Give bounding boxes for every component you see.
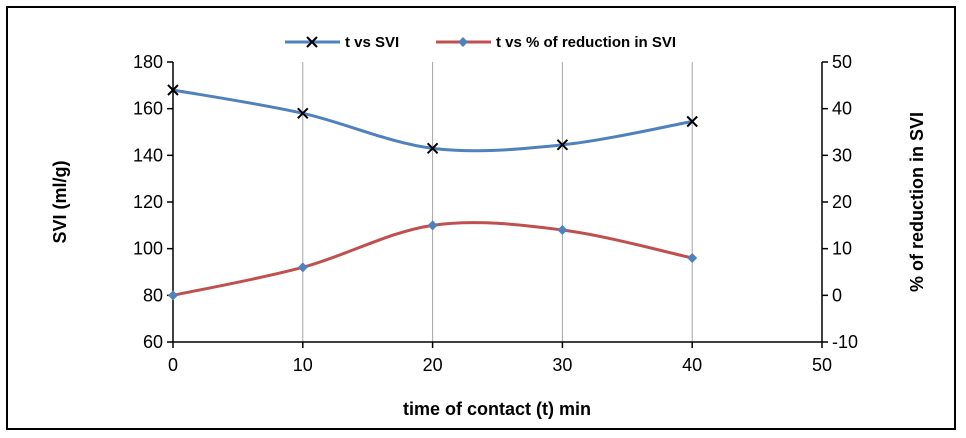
y2-tick-label-0: -10 [832,332,858,352]
legend: t vs SVI t vs % of reduction in SVI [285,34,676,51]
x-tick-label-4: 40 [682,355,702,375]
y2-tick-label-5: 40 [832,99,852,119]
series-1-point-1 [297,262,308,273]
y2-axis-title: % of reduction in SVI [907,112,927,292]
legend-marker-x [306,36,318,48]
y-tick-label-1: 80 [143,285,163,305]
series-1-point-2 [427,220,438,231]
y-tick-label-2: 100 [133,239,163,259]
x-axis-title: time of contact (t) min [403,399,591,419]
y2-tick-label-1: 0 [832,285,842,305]
legend-marker-diamond [458,37,468,47]
series-1-point-3 [557,225,568,235]
y-axis-title: SVI (ml/g) [50,160,70,243]
series-1-point-0 [168,290,178,301]
y-tick-label-4: 140 [133,145,163,165]
series-1-point-4 [687,253,698,263]
y-tick-label-3: 120 [133,192,163,212]
series-0-point-3 [556,139,569,151]
series [167,84,698,301]
y-tick-label-5: 160 [133,99,163,119]
grid [172,62,823,342]
y2-tick-label-6: 50 [832,52,852,72]
x-tick-label-2: 20 [423,355,443,375]
x-tick-label-0: 0 [168,355,178,375]
series-0-point-1 [297,107,309,120]
series-0-point-0 [167,84,179,96]
x-tick-label-3: 30 [552,355,572,375]
x-tick-label-1: 10 [293,355,313,375]
y2-tick-label-2: 10 [832,239,852,259]
series-0-point-4 [686,115,698,128]
series-0-point-2 [426,142,439,155]
y-tick-label-6: 180 [133,52,163,72]
y2-tick-label-4: 30 [832,145,852,165]
legend-label-reduction: t vs % of reduction in SVI [496,34,676,51]
x-tick-label-5: 50 [812,355,832,375]
legend-label-svi: t vs SVI [345,34,399,51]
y2-tick-label-3: 20 [832,192,852,212]
chart-frame [6,6,956,430]
y-tick-label-0: 60 [143,332,163,352]
